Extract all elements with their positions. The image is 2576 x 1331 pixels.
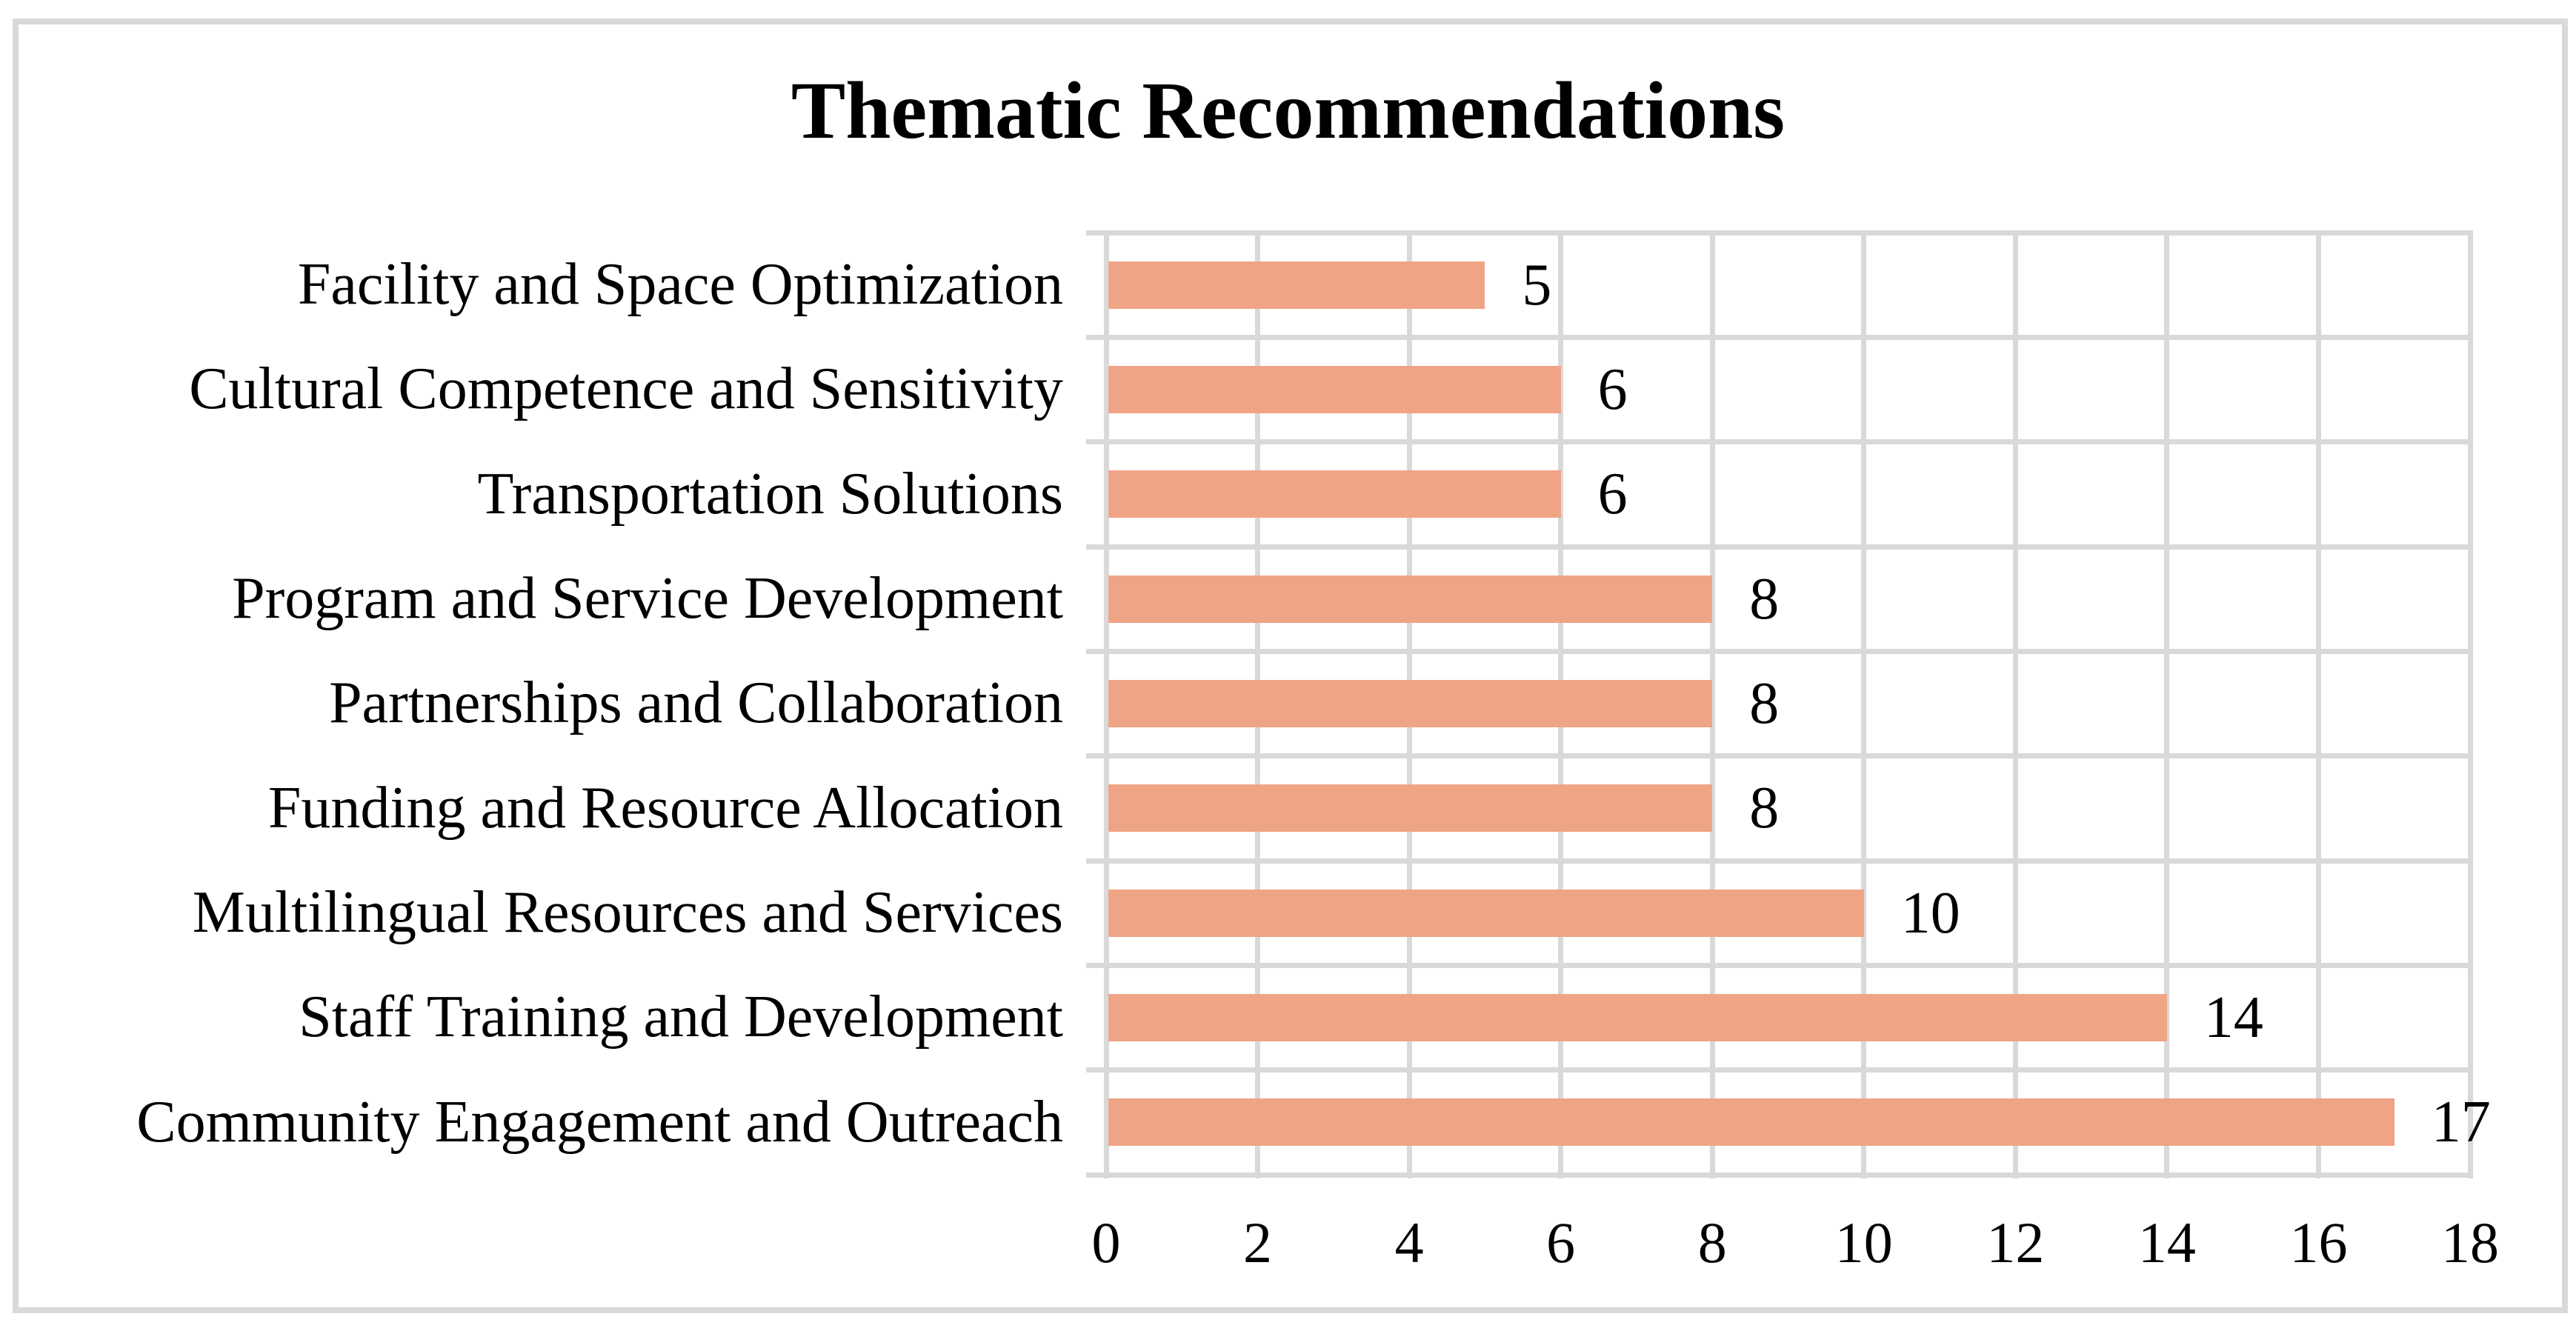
bar-value-label: 5 bbox=[1522, 252, 1552, 318]
bar bbox=[1108, 680, 1713, 727]
x-tick-label: 0 bbox=[1091, 1210, 1121, 1275]
x-tick-label: 10 bbox=[1834, 1210, 1893, 1275]
x-tick-label: 6 bbox=[1546, 1210, 1576, 1275]
bar bbox=[1108, 575, 1713, 623]
bar bbox=[1108, 1098, 2394, 1147]
horizontal-gridline bbox=[1086, 334, 2473, 340]
bar bbox=[1108, 994, 2167, 1041]
vertical-gridline bbox=[1709, 233, 1715, 1178]
vertical-gridline bbox=[2467, 233, 2473, 1178]
x-tick-label: 18 bbox=[2441, 1210, 2499, 1275]
vertical-gridline bbox=[2164, 233, 2170, 1178]
category-label: Facility and Space Optimization bbox=[297, 252, 1063, 317]
bar-value-label: 8 bbox=[1749, 566, 1780, 632]
category-label: Transportation Solutions bbox=[477, 461, 1063, 527]
bar-value-label: 6 bbox=[1597, 461, 1628, 527]
horizontal-gridline bbox=[1086, 962, 2473, 968]
horizontal-gridline bbox=[1086, 230, 2473, 236]
horizontal-gridline bbox=[1086, 439, 2473, 445]
bar bbox=[1108, 889, 1864, 937]
vertical-gridline bbox=[2012, 233, 2018, 1178]
vertical-gridline bbox=[1861, 233, 1867, 1178]
x-tick-label: 2 bbox=[1243, 1210, 1273, 1275]
x-tick-label: 16 bbox=[2289, 1210, 2348, 1275]
bar-value-label: 10 bbox=[1900, 880, 1960, 946]
bar-value-label: 14 bbox=[2203, 985, 2263, 1050]
x-tick-label: 14 bbox=[2137, 1210, 2196, 1275]
bar-value-label: 17 bbox=[2431, 1090, 2491, 1155]
bar bbox=[1108, 470, 1561, 518]
horizontal-gridline bbox=[1086, 858, 2473, 864]
category-axis-line bbox=[1103, 233, 1109, 1178]
horizontal-gridline bbox=[1086, 753, 2473, 759]
bar bbox=[1108, 261, 1485, 309]
category-label: Partnerships and Collaboration bbox=[329, 670, 1063, 736]
category-label: Cultural Competence and Sensitivity bbox=[189, 356, 1063, 422]
category-label: Funding and Resource Allocation bbox=[267, 775, 1063, 841]
horizontal-gridline bbox=[1086, 544, 2473, 550]
category-label: Program and Service Development bbox=[232, 566, 1063, 631]
category-label: Community Engagement and Outreach bbox=[136, 1089, 1063, 1155]
bar-value-label: 6 bbox=[1597, 357, 1628, 422]
category-label: Staff Training and Development bbox=[299, 984, 1063, 1050]
bar-value-label: 8 bbox=[1749, 671, 1780, 736]
bar bbox=[1108, 784, 1713, 833]
category-label: Multilingual Resources and Services bbox=[192, 880, 1063, 945]
bar-value-label: 8 bbox=[1749, 775, 1780, 841]
vertical-gridline bbox=[2315, 233, 2321, 1178]
bar bbox=[1108, 366, 1561, 413]
x-tick-label: 8 bbox=[1697, 1210, 1727, 1275]
horizontal-gridline bbox=[1086, 1172, 2473, 1178]
x-tick-label: 12 bbox=[1986, 1210, 2045, 1275]
chart-title: Thematic Recommendations bbox=[791, 65, 1785, 156]
x-tick-label: 4 bbox=[1394, 1210, 1424, 1275]
horizontal-gridline bbox=[1086, 648, 2473, 654]
horizontal-gridline bbox=[1086, 1067, 2473, 1073]
